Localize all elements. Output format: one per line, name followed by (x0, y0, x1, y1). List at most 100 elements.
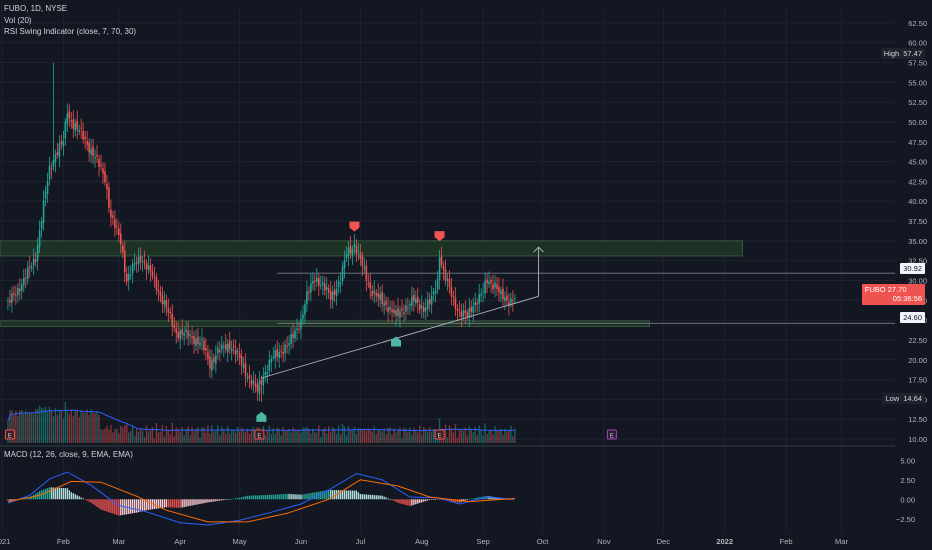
volume-bar (444, 424, 447, 443)
macd-histogram-bar (349, 490, 352, 500)
volume-bar (250, 428, 253, 443)
macd-histogram-bar (250, 495, 253, 500)
volume-bar (399, 427, 401, 443)
candle-body (145, 263, 148, 270)
volume-bar (387, 427, 389, 443)
macd-histogram-bar (66, 488, 69, 500)
candle-body (280, 350, 282, 352)
price-axis-tick-label: 30.00 (908, 276, 927, 285)
candle-body (137, 256, 140, 265)
macd-histogram-bar (199, 499, 201, 504)
macd-histogram-bar (54, 487, 57, 500)
macd-histogram-bar (155, 499, 158, 509)
macd-histogram-bar (361, 494, 364, 500)
candle-body (418, 304, 421, 310)
macd-histogram-bar (490, 496, 492, 500)
volume-bar (266, 429, 269, 443)
macd-histogram-bar (94, 499, 96, 506)
macd-histogram-bar (351, 490, 354, 500)
volume-bar (385, 434, 387, 443)
macd-histogram-bar (29, 497, 31, 500)
volume-bar (359, 428, 362, 443)
candle-body (80, 127, 82, 129)
candle-body (78, 130, 81, 132)
candle-body (240, 355, 243, 366)
macd-histogram-bar (409, 499, 411, 507)
candle-body (426, 300, 429, 310)
candle-body (387, 307, 389, 313)
candle-body (13, 293, 15, 295)
candle-body (385, 300, 387, 305)
price-axis-tick-label: 22.50 (908, 336, 927, 345)
candle-body (482, 292, 484, 293)
low-label: Low (885, 394, 900, 403)
candle-body (181, 329, 183, 335)
earnings-letter: E (438, 434, 442, 440)
candle-body (217, 347, 219, 354)
candle-body (220, 344, 223, 350)
price-symbol: FUBO (864, 285, 886, 294)
candle-body (329, 291, 332, 300)
volume-bar (252, 427, 255, 443)
earnings-letter: E (257, 434, 261, 440)
candle-body (434, 290, 437, 293)
candle-body (60, 141, 63, 145)
macd-histogram-bar (106, 499, 108, 512)
candle-body (389, 306, 391, 310)
candle-body (112, 215, 114, 218)
candle-body (167, 308, 170, 313)
macd-histogram-bar (411, 499, 413, 506)
volume-bar (304, 428, 306, 443)
candle-body (219, 350, 221, 352)
macd-histogram-bar (450, 499, 453, 502)
volume-bar (397, 429, 399, 443)
volume-bar (278, 428, 280, 443)
volume-bar (13, 415, 15, 443)
macd-histogram-bar (46, 488, 49, 500)
candle-body (407, 307, 409, 309)
volume-bar (365, 430, 368, 443)
macd-histogram-bar (494, 497, 496, 500)
volume-bar (114, 428, 116, 443)
candle-body (17, 287, 19, 296)
price-axis-tick-label: 10.00 (908, 435, 927, 444)
volume-bar (328, 426, 330, 443)
candle-body (108, 187, 110, 208)
candle-body (458, 310, 461, 312)
macd-histogram-bar (240, 497, 243, 500)
volume-bar (131, 425, 134, 443)
macd-histogram-bar (492, 496, 494, 500)
candle-body (502, 288, 504, 300)
volume-bar (11, 410, 13, 443)
candle-body (464, 310, 467, 314)
macd-histogram-bar (369, 494, 371, 500)
candle-body (19, 288, 21, 292)
macd-legend: MACD (12, 26, close, 9, EMA, EMA) (4, 450, 133, 459)
time-axis-tick-label: 2022 (716, 537, 733, 546)
macd-histogram-bar (92, 499, 94, 505)
macd-histogram-bar (440, 499, 443, 500)
candle-body (157, 290, 160, 292)
candle-body (56, 152, 59, 155)
candle-body (337, 281, 340, 288)
volume-bar (391, 434, 393, 443)
volume-bar (19, 410, 21, 443)
earnings-marker (434, 429, 445, 440)
macd-histogram-bar (264, 495, 267, 500)
macd-histogram-bar (11, 499, 13, 501)
volume-bar (280, 435, 282, 443)
macd-histogram-bar (262, 495, 265, 500)
macd-histogram-bar (60, 487, 63, 500)
candle-body (432, 291, 435, 295)
macd-histogram-bar (100, 499, 102, 510)
candle-body (343, 259, 346, 269)
candle-body (319, 285, 322, 287)
candle-body (139, 256, 142, 262)
volume-bar (282, 427, 284, 443)
volume-bar (223, 430, 225, 443)
volume-bar (32, 414, 35, 443)
macd-histogram-bar (375, 495, 377, 500)
macd-histogram-bar (238, 497, 241, 500)
macd-histogram-bar (387, 498, 389, 500)
